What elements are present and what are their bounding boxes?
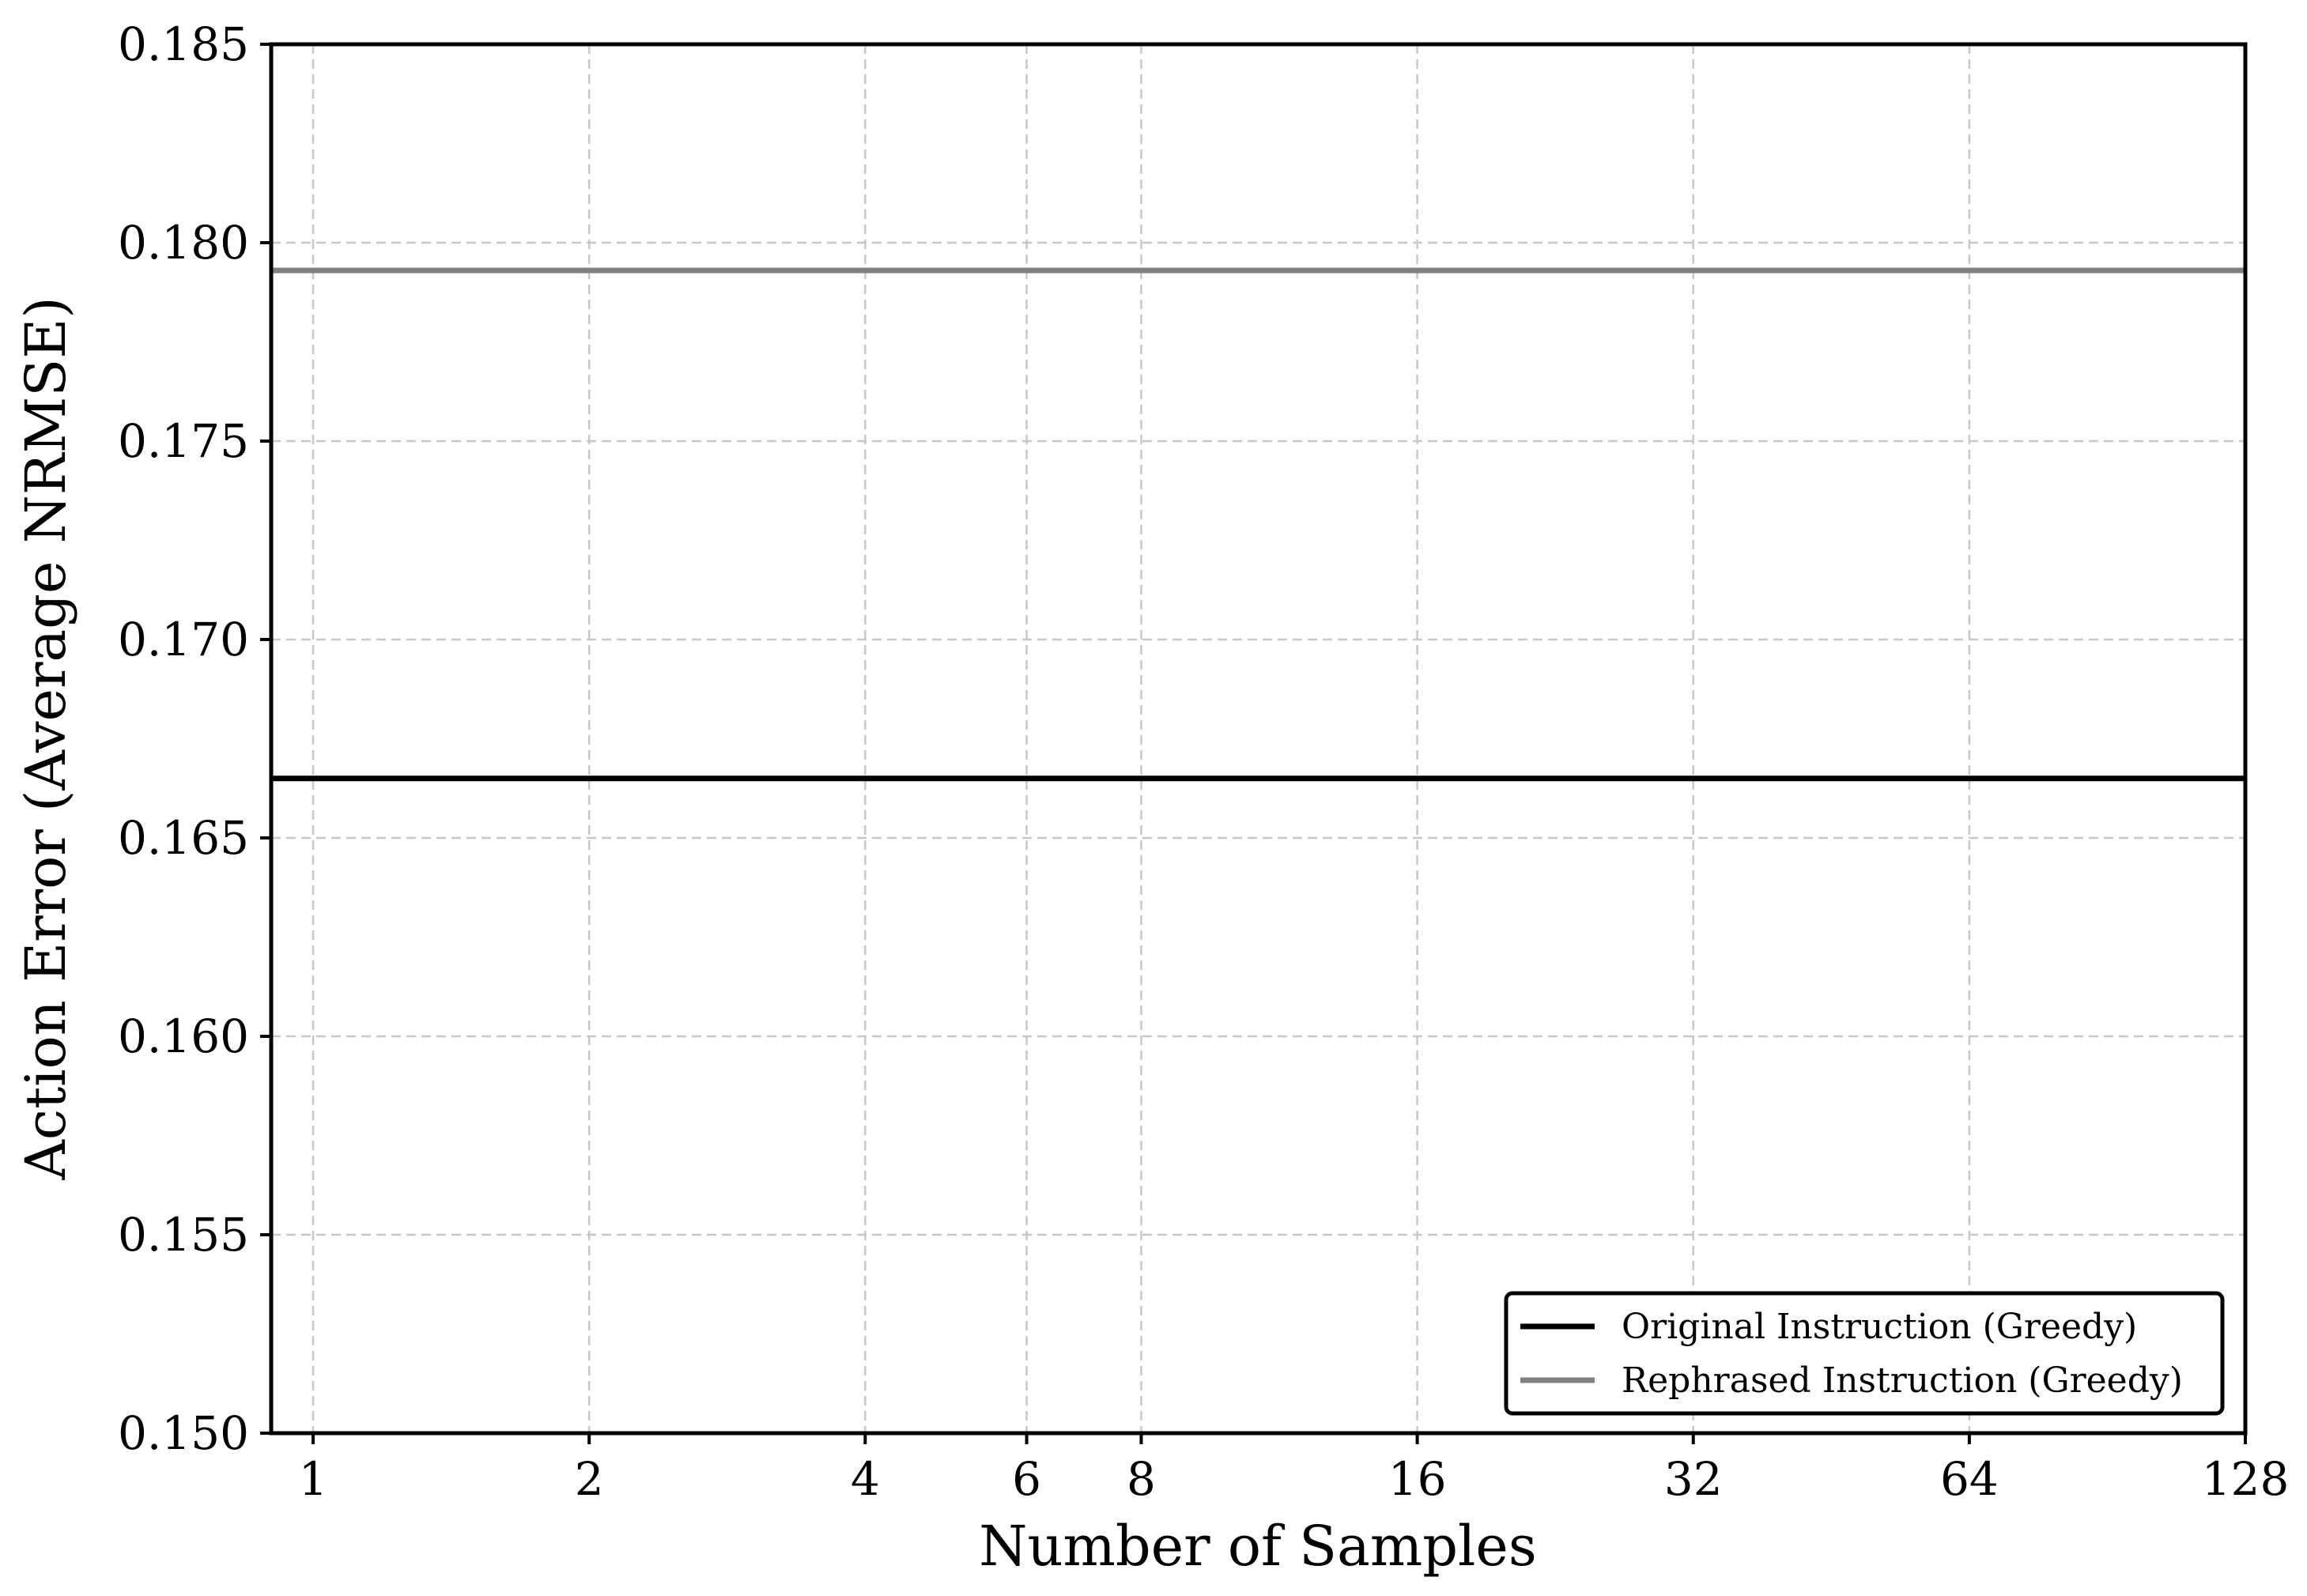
y-tick-label: 0.165 bbox=[118, 811, 249, 865]
series-lines bbox=[271, 267, 2245, 782]
x-tick-label: 6 bbox=[1012, 1452, 1041, 1506]
y-tick-label: 0.170 bbox=[118, 613, 249, 666]
x-tick-label: 64 bbox=[1940, 1452, 1999, 1506]
axis-ticks: 1 2 4 6 8 16 32 64 128 0.150 0.155 0.160 0.165 0.170 0… bbox=[118, 17, 2289, 1506]
x-tick-label: 1 bbox=[299, 1452, 328, 1506]
legend: Original Instruction (Greedy) Rephrased I… bbox=[1504, 1291, 2225, 1416]
y-tick-label: 0.185 bbox=[118, 17, 249, 71]
y-tick-label: 0.155 bbox=[118, 1208, 249, 1262]
x-axis-label: Number of Samples bbox=[979, 1514, 1537, 1579]
y-tick-label: 0.180 bbox=[118, 216, 249, 270]
legend-label: Rephrased Instruction (Greedy) bbox=[1622, 1360, 2183, 1401]
y-tick-label: 0.150 bbox=[118, 1406, 249, 1460]
x-tick-label: 8 bbox=[1127, 1452, 1156, 1506]
legend-box bbox=[1504, 1291, 2225, 1416]
x-tick-label: 32 bbox=[1664, 1452, 1723, 1506]
x-tick-label: 128 bbox=[2202, 1452, 2290, 1506]
y-tick-label: 0.175 bbox=[118, 414, 249, 468]
legend-label: Original Instruction (Greedy) bbox=[1622, 1307, 2137, 1347]
y-tick-label: 0.160 bbox=[118, 1009, 249, 1063]
x-tick-label: 16 bbox=[1388, 1452, 1447, 1506]
x-tick-label: 4 bbox=[851, 1452, 880, 1506]
y-axis-label: Action Error (Average NRMSE) bbox=[13, 296, 78, 1180]
plot-frame bbox=[269, 42, 2248, 1436]
x-tick-label: 2 bbox=[575, 1452, 604, 1506]
